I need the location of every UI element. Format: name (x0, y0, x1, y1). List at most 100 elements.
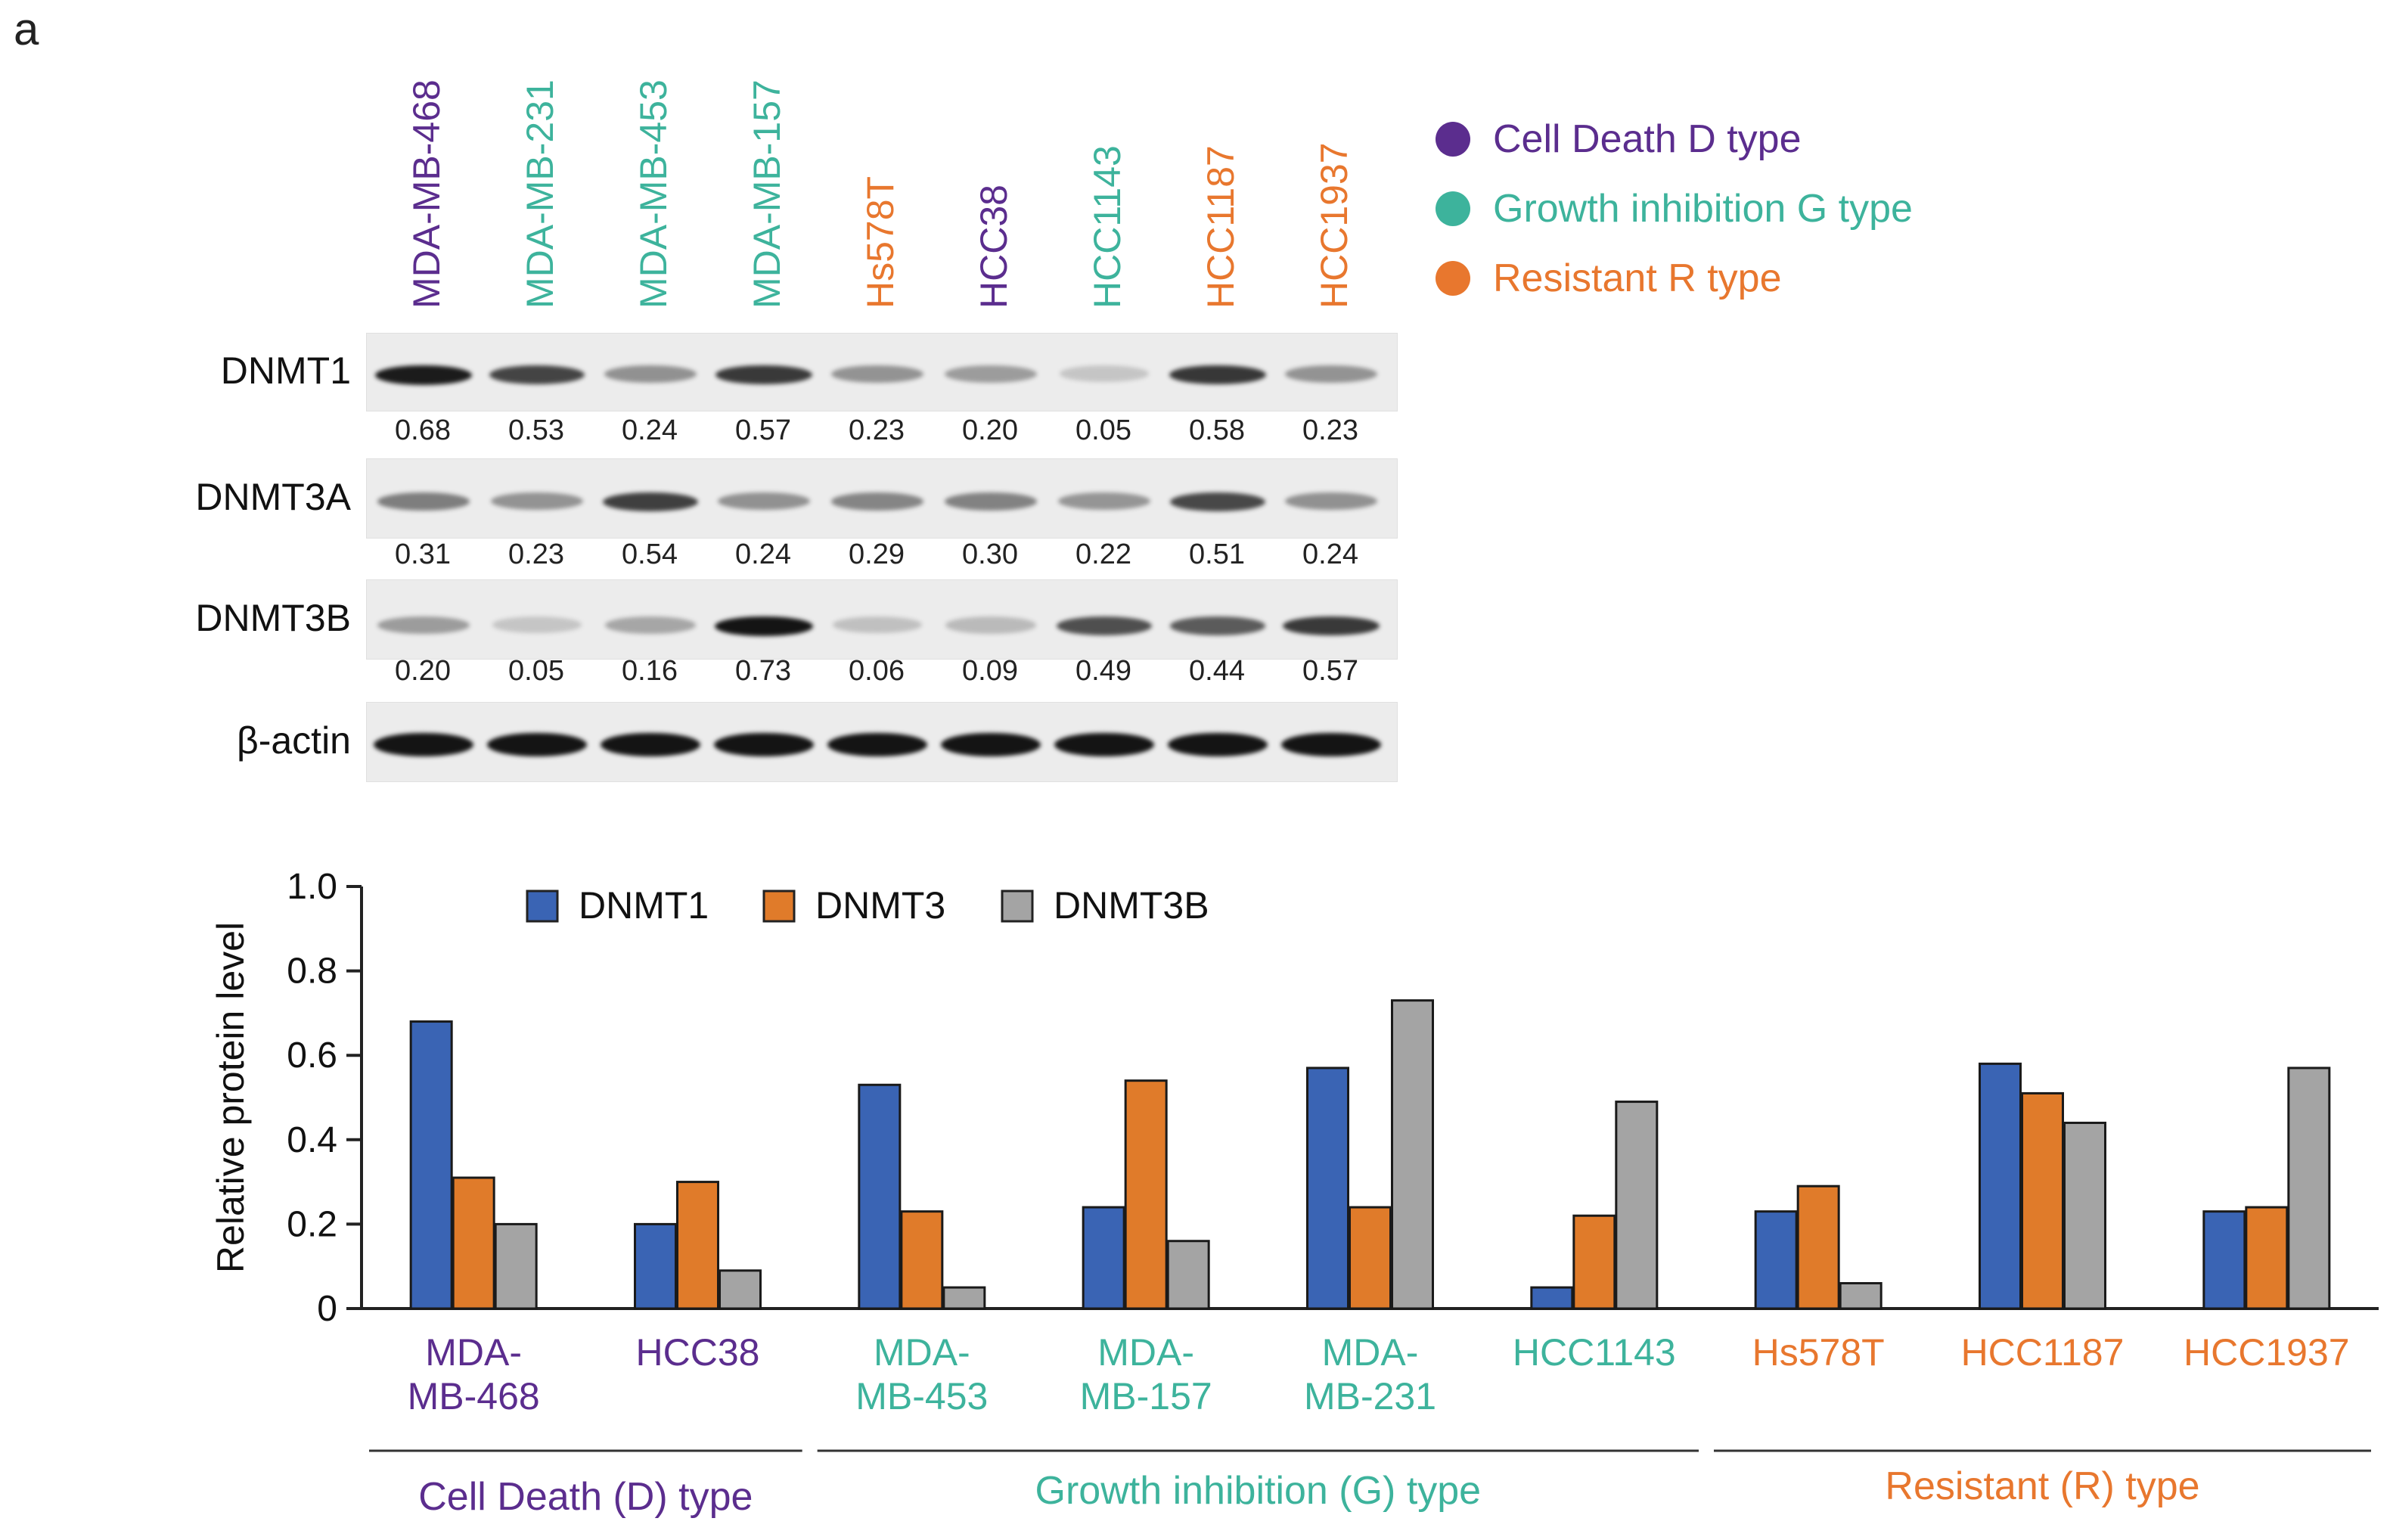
blot-band (1170, 616, 1265, 635)
blot-row-label: DNMT1 (220, 349, 351, 392)
blot-row-label: β-actin (236, 719, 351, 762)
legend-item: Cell Death D type (1436, 116, 1802, 162)
blot-band (1169, 365, 1266, 385)
blot-lane-label: HCC1143 (1086, 145, 1128, 309)
bar-dnmt1 (634, 1222, 677, 1310)
blot-band (945, 616, 1036, 634)
blot-band (832, 616, 923, 634)
blot-band (944, 492, 1038, 511)
blot-quant-value: 0.06 (849, 655, 905, 687)
blot-band (492, 616, 582, 634)
blot-quant-value: 0.09 (962, 655, 1018, 687)
blot-quant-value: 0.57 (735, 414, 791, 446)
blot-quant-value: 0.24 (622, 414, 678, 446)
blot-band (940, 733, 1041, 757)
blot-strip (366, 333, 1398, 411)
bar-dnmt1 (1754, 1210, 1798, 1310)
blot-band (1285, 365, 1377, 383)
blot-quant-value: 0.57 (1302, 655, 1358, 687)
blot-band (1283, 616, 1380, 636)
blot-band (373, 733, 474, 757)
blot-band (1058, 492, 1150, 511)
blot-band (827, 733, 928, 757)
blot-quant-value: 0.23 (1302, 414, 1358, 446)
legend-dot-icon (1436, 261, 1470, 296)
blot-quant-value: 0.31 (395, 539, 451, 570)
blot-quant-value: 0.05 (1076, 414, 1131, 446)
blot-quant-value: 0.44 (1189, 655, 1245, 687)
blot-quant-value: 0.54 (622, 539, 678, 570)
bar-dnmt3b (1615, 1101, 1659, 1310)
blot-band (713, 733, 815, 757)
x-tick-label: MB-157 (1080, 1375, 1212, 1417)
blot-band (602, 492, 699, 512)
bar-dnmt1 (1979, 1062, 2022, 1310)
y-axis-label: Relative protein level (210, 922, 252, 1273)
legend-item: Growth inhibition G type (1436, 186, 1913, 231)
bar-dnmt3 (676, 1181, 719, 1310)
blot-quant-value: 0.05 (508, 655, 564, 687)
chart-legend-label: DNMT3 (815, 884, 945, 927)
chart-legend-swatch (1001, 890, 1034, 923)
blot-band (604, 365, 697, 383)
blot-quant-value: 0.49 (1076, 655, 1131, 687)
blot-band (600, 733, 701, 757)
bar-dnmt1 (409, 1020, 453, 1310)
blot-band (1169, 492, 1266, 512)
blot-lane-label: HCC1937 (1313, 142, 1355, 309)
blot-band (715, 365, 812, 385)
blot-band (604, 616, 697, 634)
legend-label: Growth inhibition G type (1493, 187, 1913, 231)
blot-quant-value: 0.23 (508, 539, 564, 570)
blot-band (830, 492, 924, 511)
bar-dnmt1 (1530, 1286, 1574, 1310)
bar-dnmt3 (2021, 1091, 2064, 1310)
blot-band (1057, 616, 1152, 635)
bar-dnmt3b (942, 1286, 986, 1310)
bar-dnmt3 (900, 1210, 944, 1310)
x-tick-label: MDA- (425, 1331, 522, 1374)
y-tick-label: 1.0 (287, 867, 337, 907)
x-tick-label: HCC38 (636, 1331, 760, 1374)
blot-band (831, 365, 923, 383)
legend-label: Cell Death D type (1493, 117, 1802, 161)
y-tick-label: 0.4 (287, 1120, 337, 1160)
y-tick-label: 0.6 (287, 1035, 337, 1076)
bar-dnmt3 (1349, 1206, 1392, 1310)
blot-band (718, 492, 810, 511)
bar-dnmt3b (719, 1269, 762, 1310)
chart-legend-label: DNMT1 (579, 884, 709, 927)
bar-dnmt3b (1839, 1282, 1883, 1310)
y-tick-label: 0.2 (287, 1204, 337, 1244)
y-tick-label: 0.8 (287, 952, 337, 992)
blot-strip (366, 579, 1398, 660)
x-tick-label: Hs578T (1752, 1331, 1885, 1374)
blot-band (377, 616, 470, 635)
blot-quant-value: 0.16 (622, 655, 678, 687)
blot-quant-value: 0.73 (735, 655, 791, 687)
blot-lane-label: HCC38 (973, 185, 1015, 309)
blot-quant-value: 0.20 (395, 655, 451, 687)
legend-dot-icon (1436, 191, 1470, 226)
blot-band (486, 733, 588, 757)
x-tick-label: MDA- (1097, 1331, 1194, 1374)
bar-dnmt3b (494, 1222, 538, 1310)
blot-band (377, 492, 470, 511)
bar-dnmt3 (1124, 1079, 1168, 1310)
bar-dnmt1 (1082, 1206, 1125, 1310)
bar-dnmt1 (858, 1083, 902, 1310)
x-tick-label: HCC1143 (1513, 1331, 1676, 1374)
blot-strip (366, 458, 1398, 539)
blot-band (1285, 492, 1377, 511)
x-tick-label: MB-231 (1304, 1375, 1436, 1417)
panel-label: a (14, 4, 39, 54)
blot-lane-label: MDA-MB-157 (746, 79, 788, 309)
blot-quant-value: 0.29 (849, 539, 905, 570)
blot-quant-value: 0.24 (1302, 539, 1358, 570)
x-tick-label: MB-468 (408, 1375, 540, 1417)
bar-dnmt1 (2202, 1210, 2246, 1310)
blot-lane-label: MDA-MB-231 (519, 79, 561, 309)
blot-band (491, 492, 583, 511)
bar-dnmt3 (452, 1176, 495, 1310)
blot-quant-value: 0.53 (508, 414, 564, 446)
